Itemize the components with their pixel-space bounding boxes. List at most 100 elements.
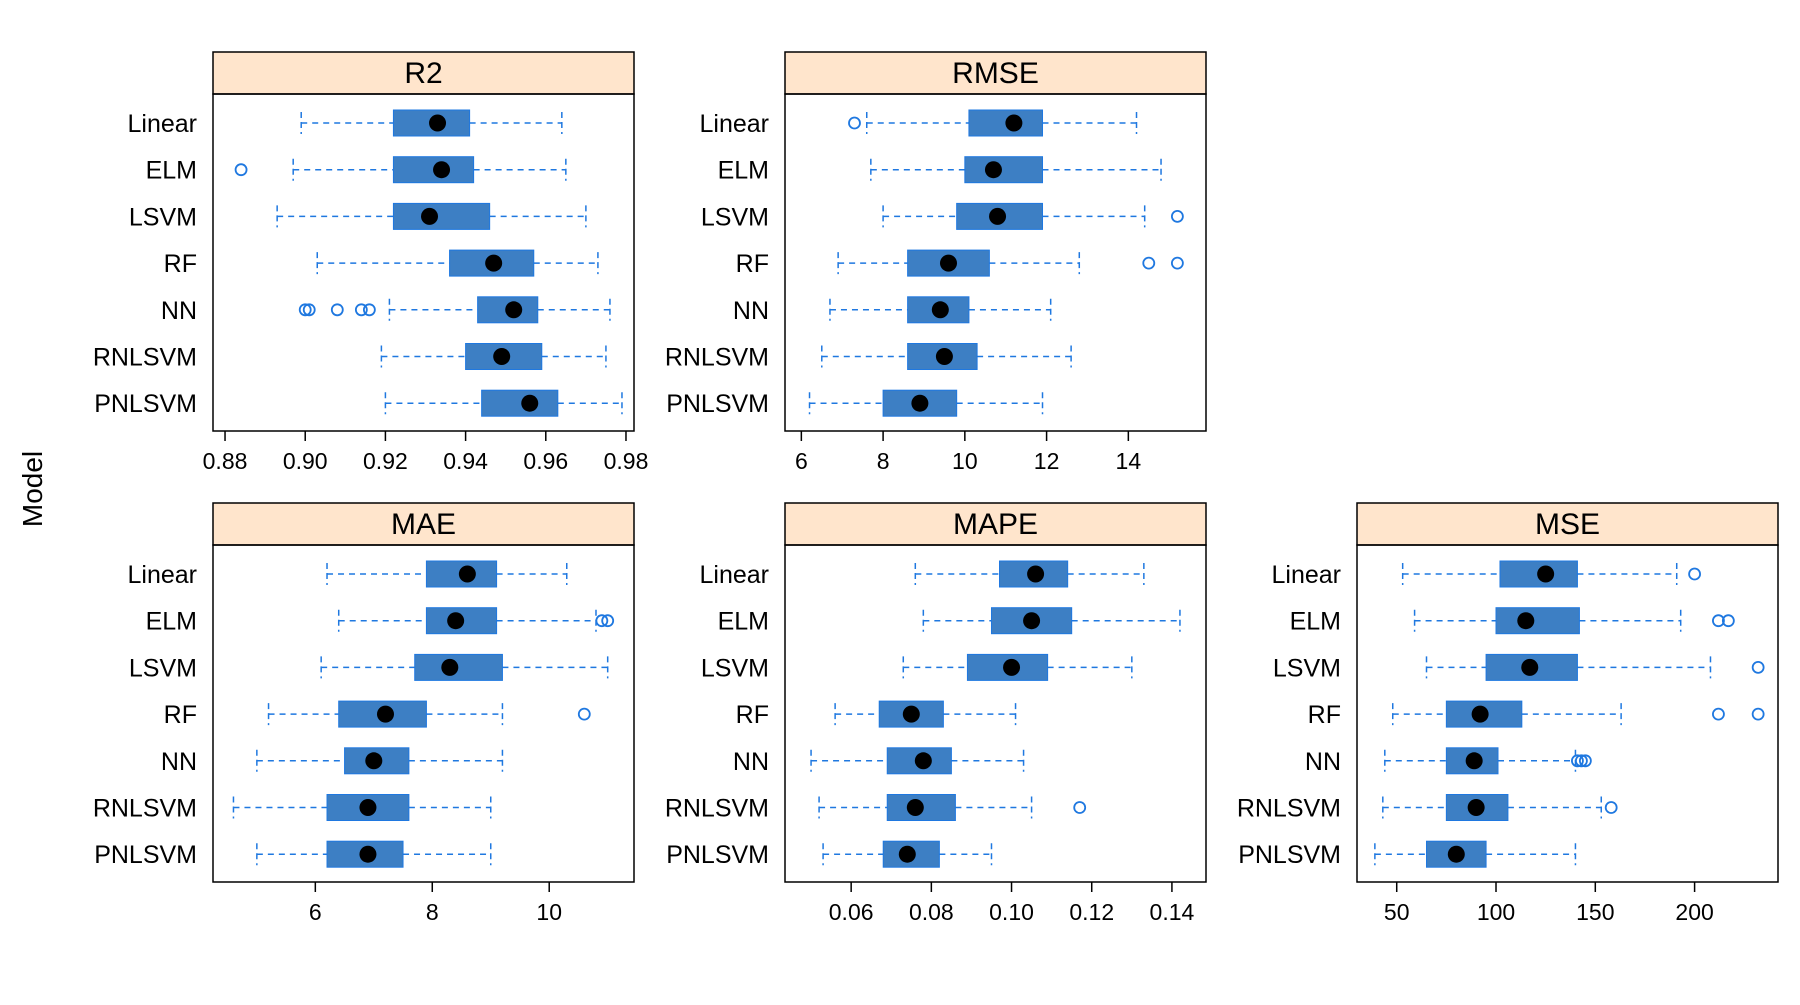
panel-strip [784, 51, 1207, 95]
category-label: Linear [128, 561, 198, 589]
outlier-point [1073, 801, 1087, 814]
median-dot [1023, 612, 1041, 630]
box-lsvm [882, 202, 1184, 230]
median-dot [376, 705, 394, 723]
category-label: RF [164, 701, 197, 729]
box-nn [298, 296, 611, 324]
tick-label: 100 [1477, 899, 1515, 925]
box-rnlsvm [232, 794, 492, 821]
median-dot [521, 394, 539, 412]
tick-label: 150 [1576, 899, 1614, 925]
panel-title: MSE [1535, 508, 1600, 541]
category-label: ELM [146, 608, 197, 636]
box-rf [834, 700, 1017, 728]
tick-label: 0.96 [523, 448, 568, 474]
category-label: NN [161, 297, 197, 325]
panel-strip [1356, 502, 1779, 546]
category-label: LSVM [1273, 654, 1341, 682]
outlier-point [1721, 614, 1735, 628]
category-label: PNLSVM [666, 390, 769, 418]
panel-title: RMSE [952, 57, 1039, 90]
category-label: ELM [718, 157, 769, 185]
box-rnlsvm [1382, 794, 1618, 821]
category-label: RF [736, 701, 769, 729]
tick-label: 0.12 [1069, 899, 1114, 925]
box-elm [922, 607, 1181, 635]
box-pnlsvm [1374, 840, 1577, 868]
iqr-box [964, 156, 1044, 184]
outlier-point [330, 303, 344, 317]
box-lsvm [1425, 653, 1765, 681]
median-dot [939, 254, 957, 272]
tick-label: 0.92 [363, 448, 408, 474]
category-label: Linear [128, 110, 198, 138]
iqr-box [882, 389, 958, 417]
outlier-point [234, 163, 248, 177]
tick-label: 6 [795, 448, 808, 474]
box-rf [316, 249, 599, 277]
median-dot [365, 752, 383, 770]
median-dot [1027, 565, 1045, 583]
panel-rmse: RMSE Linear ELM LSVM RF NN RNLSVM PNLSVM 6 8 10 12 1… [665, 51, 1207, 474]
category-label: NN [733, 748, 769, 776]
panel-mse: MSE Linear ELM LSVM RF NN RNLSVM PNLSVM 50 100 150… [1237, 502, 1779, 925]
box-rf [837, 249, 1184, 277]
median-dot [485, 254, 503, 272]
median-dot [429, 114, 447, 132]
box-elm [1413, 607, 1735, 635]
panel-title: MAE [391, 508, 456, 541]
outlier-point [595, 614, 609, 628]
panel-r2: R2 Linear ELM LSVM RF NN RNLSVM PNLSVM 0.88 0.90 0… [93, 51, 649, 474]
category-label: LSVM [129, 203, 197, 231]
tick-label: 0.08 [909, 899, 954, 925]
iqr-box [1485, 653, 1578, 681]
median-dot [505, 301, 523, 319]
median-dot [1537, 565, 1555, 583]
median-dot [433, 161, 451, 179]
median-dot [984, 161, 1002, 179]
category-label: RNLSVM [93, 795, 197, 823]
median-dot [1517, 612, 1535, 630]
box-rnlsvm [821, 343, 1072, 370]
tick-label: 50 [1384, 899, 1410, 925]
outlier-point [1751, 661, 1765, 674]
category-label: ELM [146, 157, 197, 185]
box-pnlsvm [808, 389, 1044, 417]
tick-label: 0.94 [443, 448, 488, 474]
panel-strip [212, 502, 635, 546]
outlier-point [577, 707, 591, 721]
median-dot [421, 207, 439, 225]
outlier-point [1170, 209, 1184, 223]
y-axis-label: Model [17, 451, 48, 527]
box-pnlsvm [256, 840, 492, 868]
category-label: Linear [700, 561, 770, 589]
box-rf [1391, 700, 1765, 728]
median-dot [1003, 658, 1021, 676]
category-label: NN [733, 297, 769, 325]
median-dot [914, 752, 932, 770]
median-dot [935, 348, 953, 365]
box-linear [1401, 560, 1701, 588]
median-dot [911, 394, 929, 412]
iqr-box [1495, 607, 1580, 635]
iqr-box [481, 389, 559, 417]
outlier-point [302, 303, 316, 317]
tick-label: 6 [309, 899, 322, 925]
category-label: Linear [700, 110, 770, 138]
outlier-point [1571, 754, 1584, 768]
tick-label: 0.14 [1150, 899, 1195, 925]
tick-label: 8 [877, 448, 890, 474]
median-dot [447, 612, 465, 630]
outlier-point [362, 303, 376, 317]
median-dot [493, 348, 511, 365]
tick-label: 0.90 [283, 448, 328, 474]
panel-frame [1356, 544, 1779, 883]
category-label: PNLSVM [94, 841, 197, 869]
category-label: PNLSVM [94, 390, 197, 418]
panel-mae: MAE Linear ELM LSVM RF NN RNLSVM PNLSVM 6 8 10 [93, 502, 635, 925]
iqr-box [392, 202, 491, 230]
tick-label: 0.98 [604, 448, 649, 474]
tick-label: 14 [1116, 448, 1142, 474]
category-label: RNLSVM [665, 795, 769, 823]
